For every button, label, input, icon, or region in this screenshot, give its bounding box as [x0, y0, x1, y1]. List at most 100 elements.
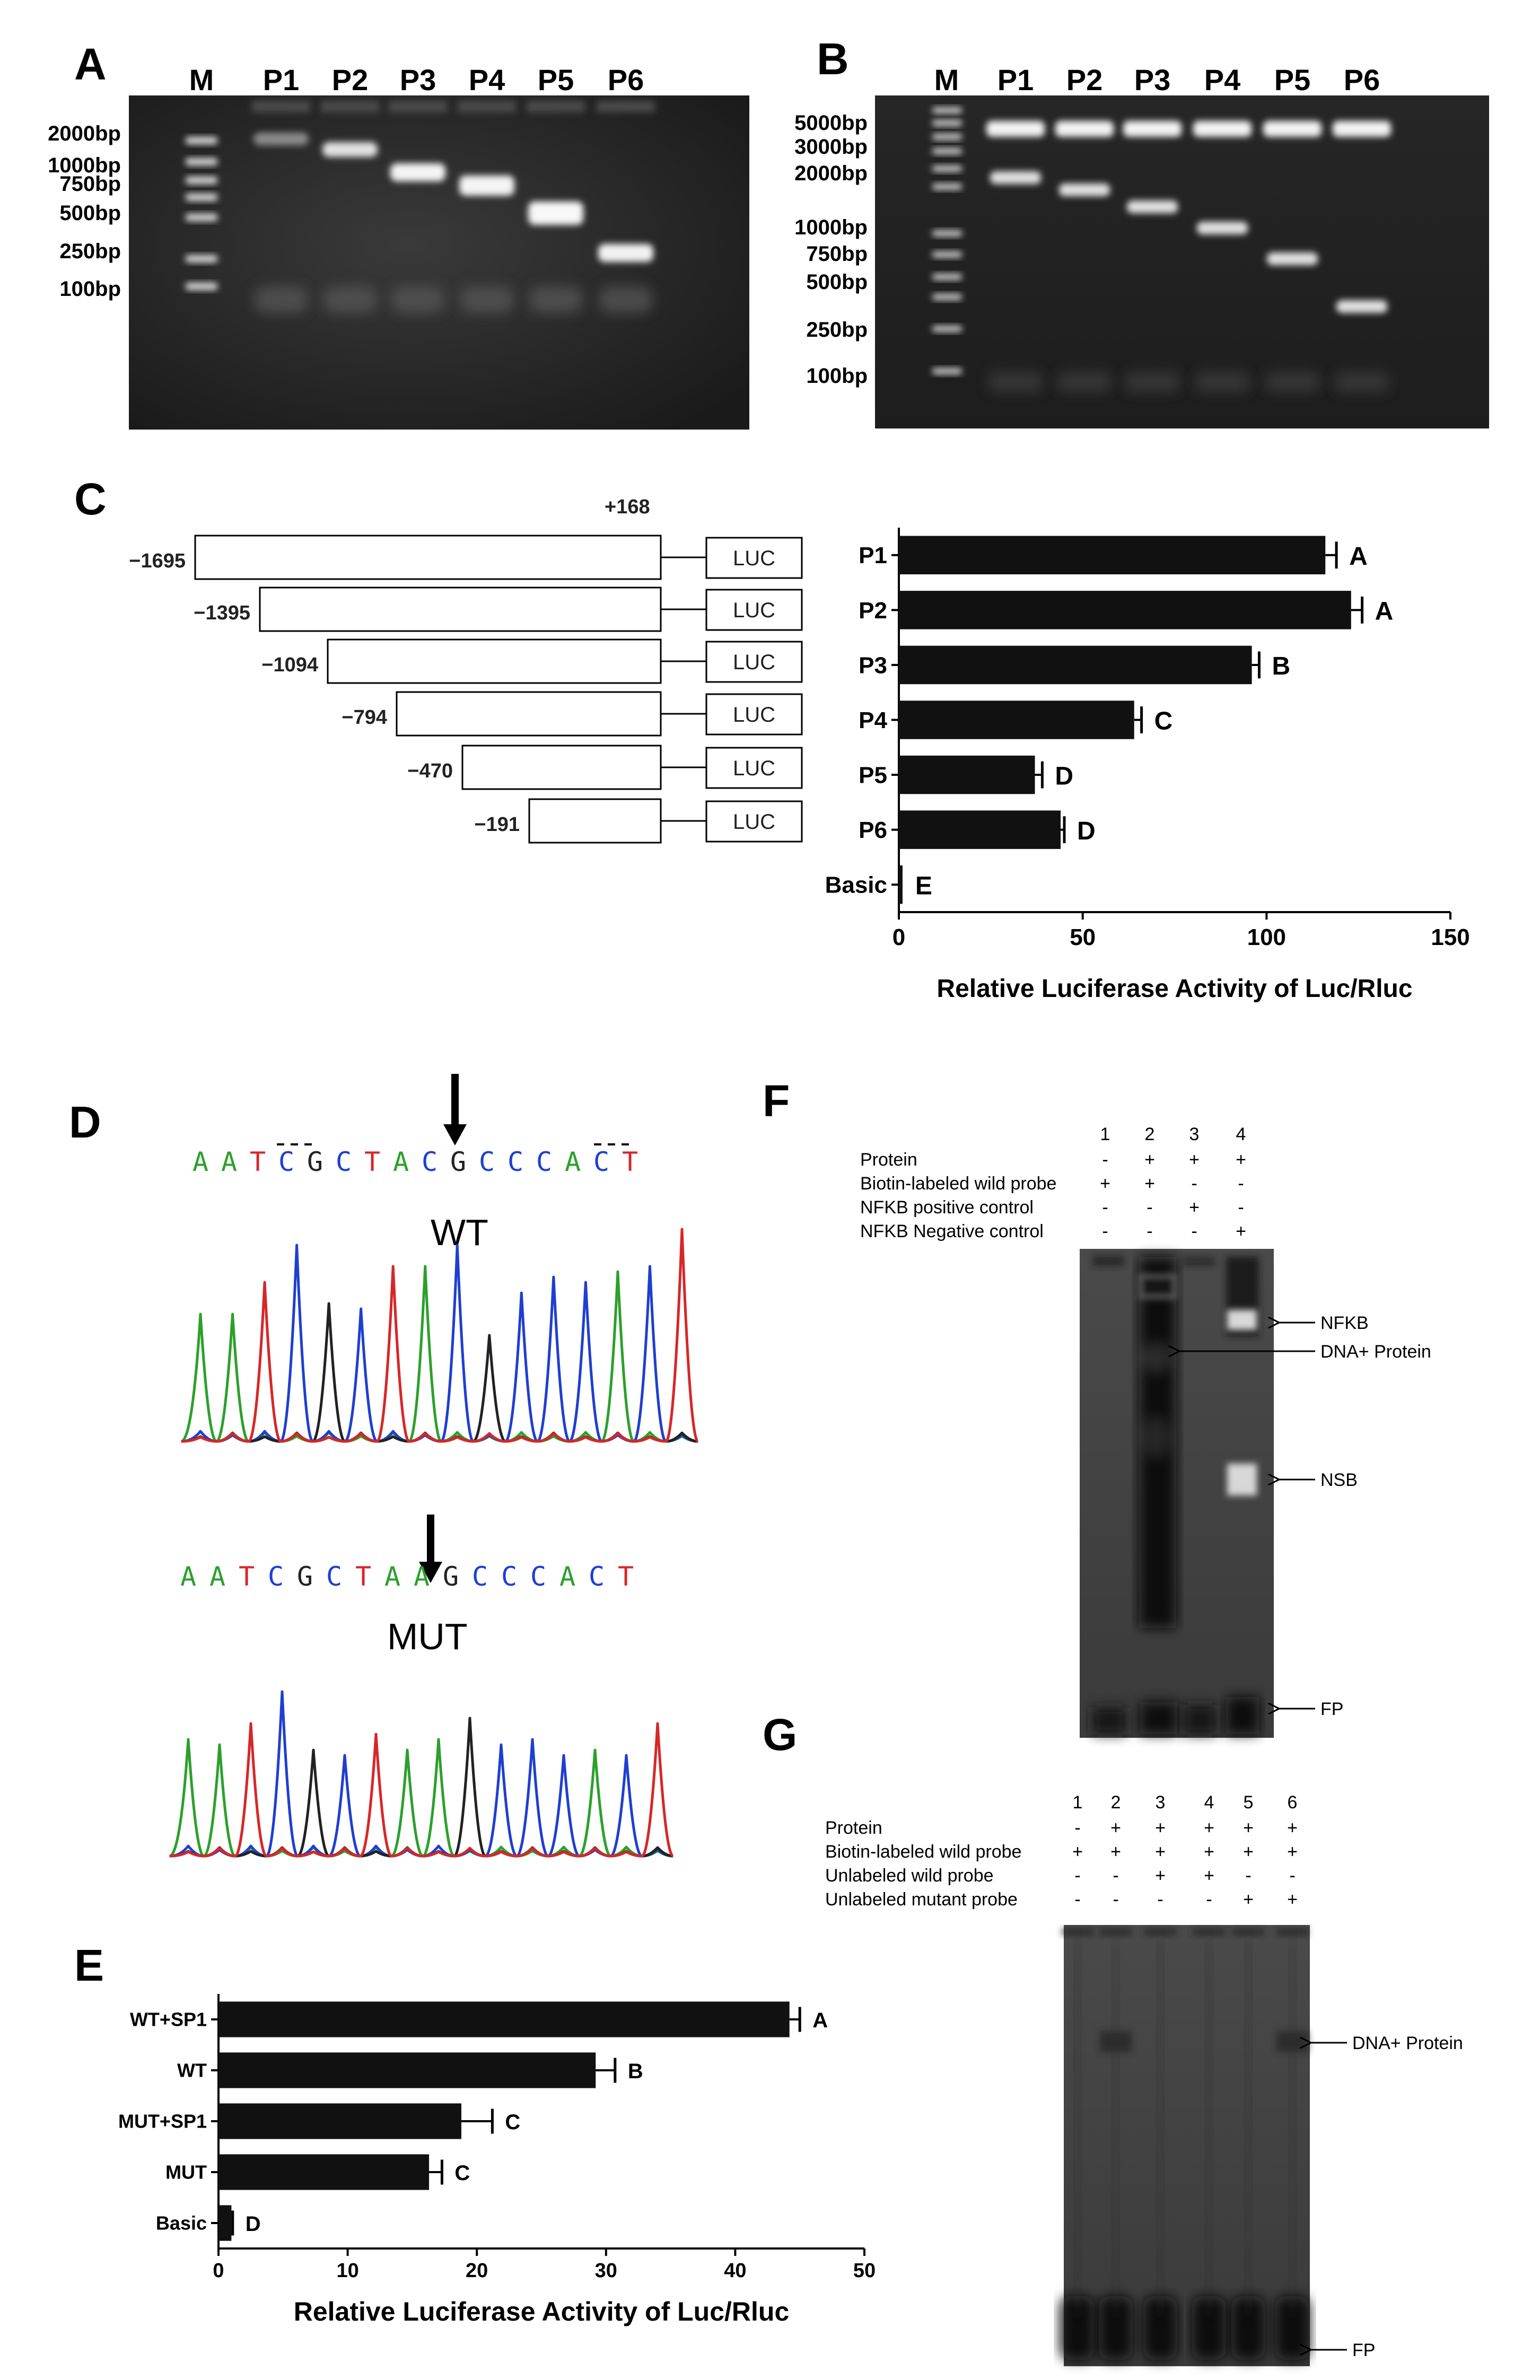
- bar: [899, 645, 1252, 685]
- insert-band: [1059, 183, 1110, 196]
- category-label: P5: [859, 762, 887, 788]
- construct-start-label: −1094: [261, 654, 318, 676]
- emsa-condition-mark: -: [1157, 1889, 1163, 1910]
- sequence-base: A: [565, 1147, 581, 1177]
- construct-start-label: −1395: [194, 602, 250, 624]
- x-tick-label: 30: [595, 2260, 617, 2282]
- ladder-band: [932, 107, 962, 113]
- bar: [218, 2154, 430, 2190]
- bar: [899, 701, 1134, 739]
- construct-end-label: +168: [605, 496, 650, 518]
- sequence-base: A: [559, 1561, 575, 1592]
- emsa-g-annotations: DNA+ Protein FP: [1310, 2033, 1463, 2360]
- gel-a-background: [129, 95, 749, 430]
- luc-label: LUC: [733, 547, 775, 570]
- category-label: Basic: [156, 2212, 207, 2234]
- ladder-band: [932, 183, 962, 190]
- x-tick-label: 10: [336, 2260, 358, 2282]
- smear: [1265, 371, 1320, 392]
- emsa-lane-number: 6: [1288, 1792, 1298, 1813]
- pcr-product-band: [322, 142, 378, 157]
- ladder-band: [932, 274, 962, 280]
- emsa-condition-mark: +: [1243, 1889, 1254, 1910]
- emsa-condition-mark: -: [1191, 1174, 1197, 1194]
- ladder-band: [932, 148, 962, 154]
- emsa-g-condition-table: 1 2 3 4 5 6 Protein - + + + + + Biotin-labeled wild p…: [825, 1792, 1298, 1910]
- sequence-base: A: [384, 1561, 400, 1592]
- bar: [899, 810, 1061, 849]
- free-probe-band: [1275, 2296, 1309, 2360]
- sequence-base: T: [618, 1561, 634, 1592]
- ladder-band: [932, 230, 962, 237]
- annotation-label: DNA+ Protein: [1320, 1342, 1431, 1362]
- emsa-condition-mark: -: [1102, 1150, 1108, 1170]
- emsa-well: [1276, 1928, 1308, 1936]
- sequence-base: T: [364, 1147, 380, 1177]
- emsa-condition-label: NFKB Negative control: [860, 1221, 1044, 1241]
- insert-band: [990, 171, 1041, 184]
- luc-label: LUC: [733, 757, 775, 780]
- smear: [1125, 371, 1180, 392]
- ladder-band: [186, 283, 217, 290]
- sequence-base: T: [250, 1147, 266, 1177]
- vector-band: [1333, 121, 1391, 137]
- ladder-band: [186, 194, 217, 201]
- sequence-base: G: [307, 1147, 323, 1177]
- gel-a-bands: [186, 101, 655, 313]
- construct-start-label: −794: [342, 706, 387, 729]
- annotation-label: NFKB: [1320, 1313, 1369, 1333]
- panel-c: C +168 −1695 LUC −1395 LUC −1094 LUC −794 LUC −4…: [74, 474, 1470, 1003]
- sequence-base: A: [192, 1147, 208, 1177]
- x-tick-label: 40: [724, 2260, 746, 2282]
- ladder-band: [186, 158, 217, 165]
- primer-dimer-smear: [391, 286, 444, 313]
- trace-t: [169, 1722, 674, 1858]
- gel-a-marker-label: 2000bp: [48, 122, 121, 145]
- category-label: Basic: [825, 872, 887, 898]
- x-axis-label: Relative Luciferase Activity of Luc/Rluc: [937, 975, 1412, 1003]
- free-probe-band: [1061, 2296, 1095, 2360]
- panel-letter-b: B: [817, 34, 849, 84]
- ladder-band: [932, 134, 962, 140]
- x-tick-label: 20: [466, 2260, 488, 2282]
- significance-letter: A: [1375, 598, 1394, 626]
- panel-letter-d: D: [69, 1097, 101, 1147]
- emsa-condition-mark: -: [1147, 1221, 1152, 1241]
- emsa-condition-label: Protein: [860, 1150, 917, 1170]
- lane-smear: [1206, 1941, 1212, 2312]
- smear: [1057, 371, 1112, 392]
- pcr-product-band: [390, 163, 445, 181]
- vector-band: [986, 121, 1045, 137]
- sequence-base: C: [589, 1561, 605, 1592]
- annotation-label: FP: [1320, 1699, 1343, 1719]
- emsa-condition-mark: +: [1100, 1174, 1110, 1194]
- emsa-lane-number: 4: [1204, 1792, 1214, 1813]
- pcr-product-band: [598, 244, 653, 262]
- panel-e: E 0 10 20 30 40 50 Relative Luciferase Activit…: [74, 1940, 876, 2326]
- category-label: P3: [859, 652, 887, 678]
- x-axis-label: Relative Luciferase Activity of Luc/Rluc: [294, 2297, 790, 2326]
- x-tick-label: 0: [213, 2260, 224, 2282]
- category-label: MUT: [165, 2162, 207, 2183]
- bar: [218, 2205, 232, 2241]
- insert-band: [1336, 300, 1387, 313]
- sequence-base: G: [297, 1561, 313, 1592]
- sequence-base: T: [239, 1561, 255, 1592]
- emsa-condition-mark: -: [1147, 1197, 1152, 1218]
- sequence-base: C: [479, 1147, 495, 1177]
- bar: [899, 536, 1326, 575]
- emsa-f-condition-table: 1 2 3 4 Protein - + + + Biotin-labeled wild probe…: [860, 1124, 1246, 1241]
- gel-well: [458, 101, 516, 112]
- sequence-base: C: [422, 1147, 438, 1177]
- luc-reporter-box: [705, 747, 803, 789]
- gel-b-marker-label: 5000bp: [794, 111, 868, 135]
- x-tick-label: 50: [853, 2260, 876, 2282]
- sequence-base: C: [336, 1147, 352, 1177]
- bar: [899, 865, 903, 904]
- gel-well: [527, 101, 585, 112]
- ladder-band: [186, 137, 217, 144]
- emsa-condition-mark: -: [1289, 1866, 1295, 1886]
- smear: [1334, 371, 1389, 392]
- luc-reporter-box: [705, 589, 803, 631]
